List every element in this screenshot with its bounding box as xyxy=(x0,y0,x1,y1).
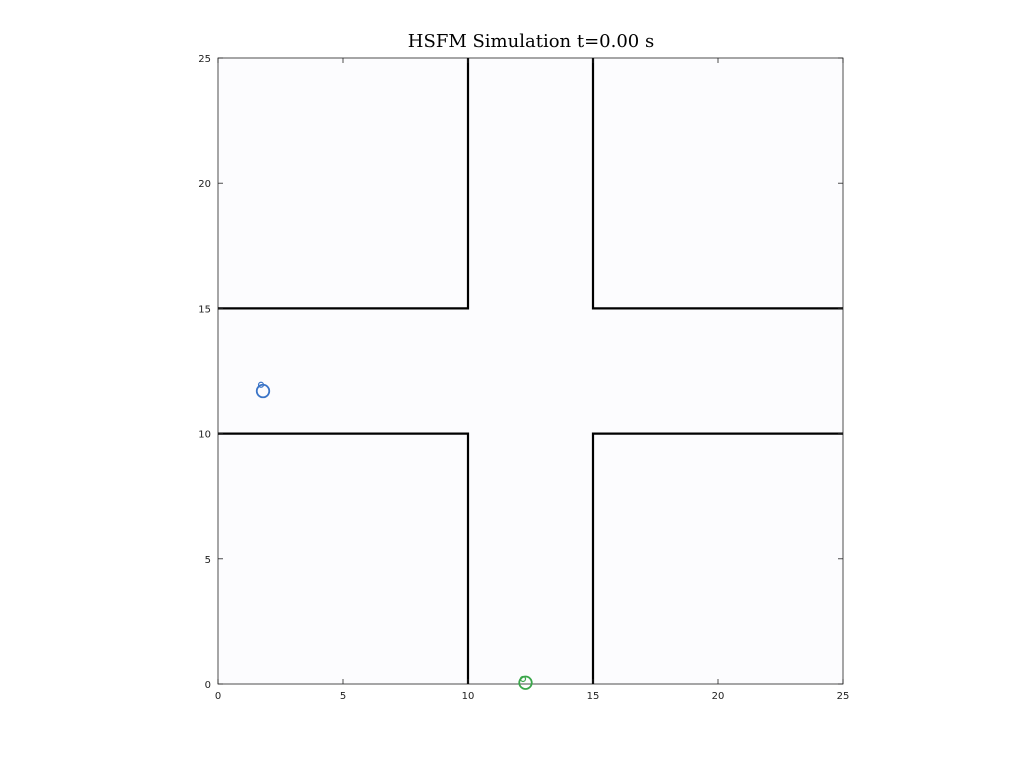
axes-background xyxy=(218,58,843,684)
y-tick-label: 15 xyxy=(198,304,211,315)
y-tick-label: 25 xyxy=(198,54,211,65)
y-tick-label: 10 xyxy=(198,430,211,441)
x-tick-label: 0 xyxy=(215,691,221,702)
x-tick-label: 10 xyxy=(462,691,475,702)
plot-title: HSFM Simulation t=0.00 s xyxy=(408,31,654,52)
x-tick-label: 20 xyxy=(712,691,725,702)
y-tick-label: 0 xyxy=(205,680,211,691)
x-tick-label: 5 xyxy=(340,691,346,702)
y-tick-label: 20 xyxy=(198,179,211,190)
x-tick-label: 15 xyxy=(587,691,600,702)
x-tick-label: 25 xyxy=(837,691,850,702)
y-tick-label: 5 xyxy=(205,555,211,566)
